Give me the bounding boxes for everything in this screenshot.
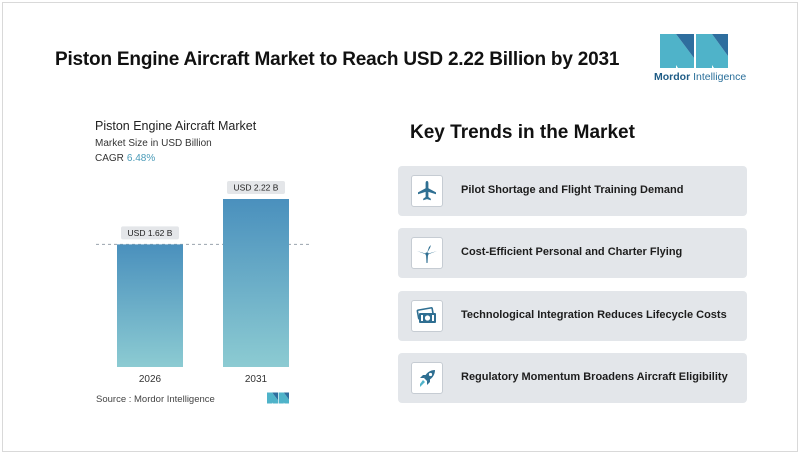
data-label: USD 1.62 B	[128, 228, 173, 238]
chart-subtitle: Market Size in USD Billion	[95, 138, 212, 149]
airplane-icon	[411, 175, 443, 207]
cash-icon	[411, 300, 443, 332]
page-title: Piston Engine Aircraft Market to Reach U…	[55, 49, 620, 70]
chart-title: Piston Engine Aircraft Market	[95, 119, 257, 133]
logo-wordmark: Mordor Intelligence	[654, 71, 747, 83]
bar-2026	[117, 244, 183, 367]
trend-label: Pilot Shortage and Flight Training Deman…	[461, 184, 684, 196]
data-label: USD 2.22 B	[234, 183, 279, 193]
trend-label: Technological Integration Reduces Lifecy…	[461, 309, 727, 321]
chart-source: Source : Mordor Intelligence	[96, 394, 215, 405]
data-label-bg	[121, 226, 179, 240]
trend-label: Regulatory Momentum Broadens Aircraft El…	[461, 371, 728, 383]
trend-item: Regulatory Momentum Broadens Aircraft El…	[398, 353, 747, 403]
source-logo-icon	[267, 392, 289, 404]
trends-title: Key Trends in the Market	[410, 122, 635, 143]
x-tick-label: 2026	[139, 374, 162, 385]
propeller-icon	[411, 237, 443, 269]
trend-item: Technological Integration Reduces Lifecy…	[398, 291, 747, 341]
rocket-icon	[411, 362, 443, 394]
mordor-intelligence-logo: Mordor Intelligence	[654, 34, 747, 86]
bar-2031	[223, 199, 289, 367]
trend-label: Cost-Efficient Personal and Charter Flyi…	[461, 246, 683, 258]
logo-mark-icon	[660, 34, 728, 68]
x-tick-label: 2031	[245, 374, 268, 385]
chart-cagr: CAGR 6.48%	[95, 153, 156, 164]
data-label-bg	[227, 181, 285, 194]
trend-item: Cost-Efficient Personal and Charter Flyi…	[398, 228, 747, 278]
cagr-value: 6.48%	[126, 153, 156, 164]
trend-item: Pilot Shortage and Flight Training Deman…	[398, 166, 747, 216]
